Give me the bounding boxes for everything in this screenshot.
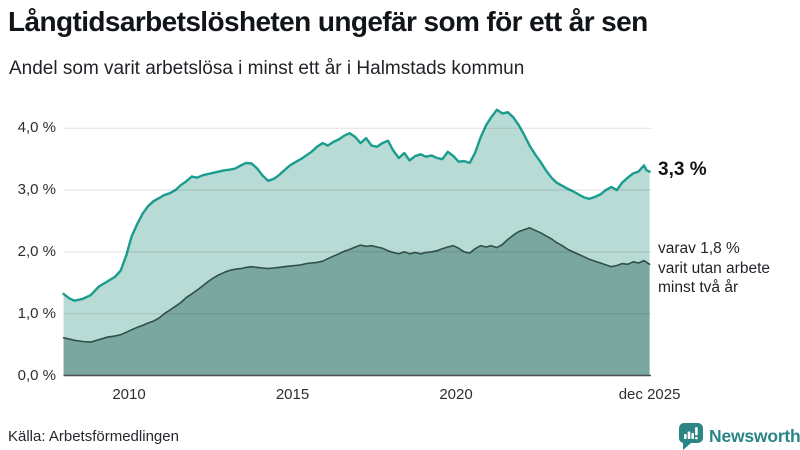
x-axis-tick-label: 2015 (275, 386, 310, 403)
y-axis-tick-label: 1,0 % (17, 304, 56, 322)
newsworthy-icon (679, 422, 703, 450)
x-axis-tick-label: 2010 (112, 386, 146, 403)
x-axis-tick-label: dec 2025 (618, 386, 681, 403)
brand-name: Newsworthy (709, 425, 800, 446)
source-credit: Källa: Arbetsförmedlingen (8, 428, 179, 445)
area-varav utan arbete minst två år (63, 227, 650, 376)
y-axis-tick-label: 3,0 % (17, 181, 56, 199)
y-axis-tick-label: 0,0 % (17, 366, 56, 384)
series-end-value-label: 3,3 % (658, 159, 707, 180)
page-title: Långtidsarbetslösheten ungefär som för e… (8, 6, 648, 37)
series-secondary-annotation: varav 1,8 % varit utan arbete minst två … (658, 240, 771, 297)
y-axis-tick-label: 4,0 % (17, 119, 56, 137)
x-axis-tick-label: 2020 (439, 386, 473, 403)
brand-logo: Newsworthy (679, 422, 800, 450)
y-axis-tick-label: 2,0 % (17, 242, 56, 260)
chart-subtitle: Andel som varit arbetslösa i minst ett å… (9, 58, 525, 79)
